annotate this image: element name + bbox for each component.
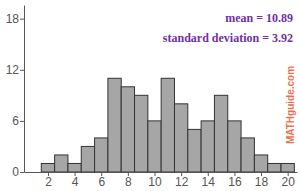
x-tick: 10 bbox=[148, 172, 162, 189]
x-tick: 14 bbox=[202, 172, 216, 189]
watermark: MATHguide.com bbox=[285, 66, 296, 144]
x-tick: 8 bbox=[125, 172, 132, 189]
x-tick: 16 bbox=[228, 172, 242, 189]
bar bbox=[55, 155, 68, 172]
x-tick-label: 16 bbox=[228, 175, 242, 189]
x-tick-label: 18 bbox=[255, 175, 269, 189]
x-tick-label: 6 bbox=[98, 175, 105, 189]
y-tick-mark bbox=[20, 172, 24, 173]
x-tick: 12 bbox=[175, 172, 189, 189]
x-tick-label: 4 bbox=[72, 175, 79, 189]
y-tick-label: 12 bbox=[6, 63, 20, 77]
x-tick-label: 2 bbox=[45, 175, 52, 189]
bar bbox=[174, 104, 187, 172]
chart: 2 4 6 8 10 12 14 16 18 20 0 6 12 18 mean = 10.89 standa… bbox=[0, 0, 300, 191]
y-tick-mark bbox=[20, 19, 24, 20]
bar bbox=[81, 146, 94, 172]
x-tick: 18 bbox=[255, 172, 269, 189]
bar bbox=[95, 138, 108, 172]
y-tick: 0 bbox=[12, 165, 24, 179]
y-tick-mark bbox=[20, 70, 24, 71]
x-tick: 2 bbox=[45, 172, 52, 189]
y-tick-label: 18 bbox=[6, 12, 20, 26]
x-axis: 2 4 6 8 10 12 14 16 18 20 bbox=[25, 172, 298, 189]
bar bbox=[135, 95, 148, 172]
mean-label: mean = 10.89 bbox=[225, 11, 293, 25]
bar bbox=[254, 155, 267, 172]
x-tick: 20 bbox=[281, 172, 295, 189]
bar bbox=[228, 121, 241, 172]
bar bbox=[188, 129, 201, 172]
x-tick-label: 10 bbox=[148, 175, 162, 189]
y-tick-mark bbox=[20, 121, 24, 122]
x-axis-line bbox=[25, 172, 298, 173]
y-axis: 0 6 12 18 bbox=[6, 6, 25, 180]
y-tick: 12 bbox=[6, 63, 24, 77]
x-tick-label: 8 bbox=[125, 175, 132, 189]
x-tick: 4 bbox=[72, 172, 79, 189]
y-tick: 6 bbox=[12, 114, 24, 128]
bar bbox=[241, 138, 254, 172]
x-tick: 6 bbox=[98, 172, 105, 189]
bar bbox=[201, 121, 214, 172]
y-tick-label: 6 bbox=[12, 114, 19, 128]
bar bbox=[41, 163, 54, 172]
bar bbox=[281, 163, 294, 172]
bar bbox=[148, 121, 161, 172]
sd-label: standard deviation = 3.92 bbox=[163, 31, 293, 45]
bar bbox=[68, 163, 81, 172]
bar bbox=[121, 87, 134, 172]
x-tick-label: 14 bbox=[202, 175, 216, 189]
y-tick: 18 bbox=[6, 12, 24, 26]
x-tick-label: 20 bbox=[281, 175, 295, 189]
bar bbox=[268, 163, 281, 172]
bar bbox=[161, 78, 174, 172]
bar bbox=[108, 78, 121, 172]
y-axis-line bbox=[24, 6, 25, 173]
x-tick-label: 12 bbox=[175, 175, 189, 189]
bars bbox=[41, 78, 294, 172]
bar bbox=[214, 95, 227, 172]
y-tick-label: 0 bbox=[12, 165, 19, 179]
annotations: mean = 10.89 standard deviation = 3.92 MAT… bbox=[163, 11, 296, 144]
